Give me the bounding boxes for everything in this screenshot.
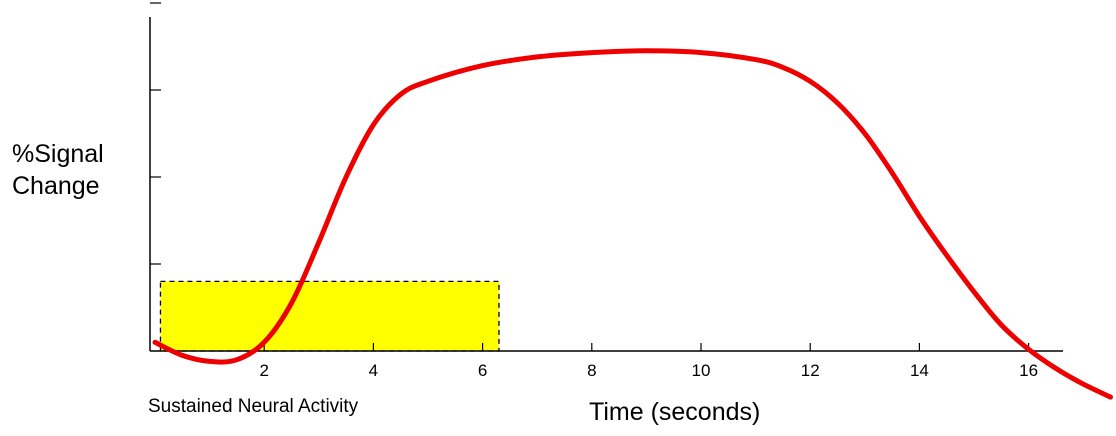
y-axis-label-line-2: Change	[12, 172, 100, 200]
y-axis-label: %Signal Change	[12, 138, 104, 202]
y-axis-label-line-1: %Signal	[12, 140, 104, 168]
x-tick-label: 4	[369, 361, 378, 380]
x-tick-label: 6	[478, 361, 487, 380]
x-tick-label: 2	[259, 361, 268, 380]
x-tick-label: 12	[801, 361, 820, 380]
x-axis-label: Time (seconds)	[589, 398, 761, 426]
x-tick-label: 8	[587, 361, 596, 380]
block-label: Sustained Neural Activity	[148, 396, 359, 417]
x-tick-label: 10	[692, 361, 711, 380]
neural-activity-block	[159, 280, 500, 352]
axes	[149, 17, 1063, 352]
x-tick-label: 16	[1019, 361, 1038, 380]
x-tick-label: 14	[910, 361, 929, 380]
bold-signal-curve	[152, 48, 1113, 400]
tick-group: 2 4 6 8 10 12 14 16	[150, 2, 1038, 380]
